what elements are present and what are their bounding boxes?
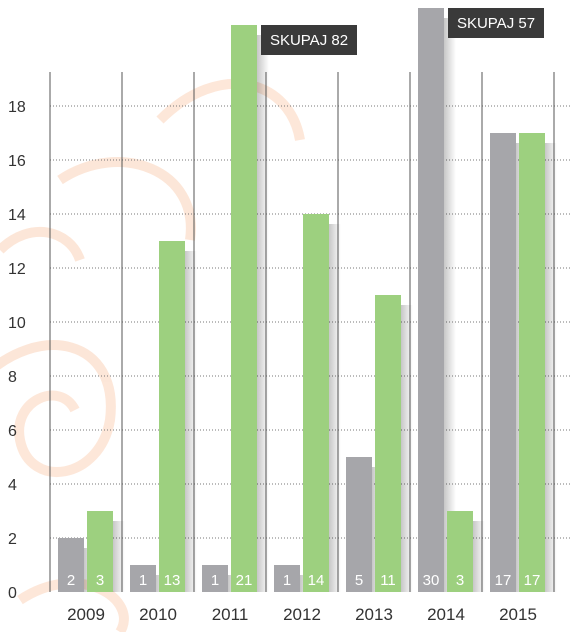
x-category-label: 2010 bbox=[139, 605, 177, 624]
x-category-label: 2015 bbox=[499, 605, 537, 624]
bar-2009-series-1 bbox=[58, 538, 84, 592]
bars bbox=[58, 8, 545, 592]
bar-value-label: 13 bbox=[164, 572, 181, 589]
y-tick-label: 14 bbox=[8, 207, 26, 224]
y-tick-label: 12 bbox=[8, 261, 26, 278]
bar-2011-series-1 bbox=[202, 565, 228, 592]
bar-shadow bbox=[473, 521, 485, 592]
y-tick-label: 8 bbox=[8, 369, 17, 386]
bar-shadow bbox=[545, 143, 557, 592]
bar-shadow bbox=[257, 35, 269, 592]
y-tick-label: 4 bbox=[8, 477, 17, 494]
x-category-label: 2014 bbox=[427, 605, 465, 624]
bar-2010-series-1 bbox=[130, 565, 156, 592]
bar-2013-series-2 bbox=[375, 295, 401, 592]
bar-value-label: 1 bbox=[139, 572, 147, 589]
background-watermark bbox=[0, 78, 305, 632]
bar-2013-series-1 bbox=[346, 457, 372, 592]
bar-value-label: 1 bbox=[211, 572, 219, 589]
total-annotations: SKUPAJ 82 SKUPAJ 57 bbox=[261, 8, 544, 55]
x-category-label: 2009 bbox=[67, 605, 105, 624]
total-box bbox=[448, 8, 544, 38]
bar-shadow bbox=[444, 18, 456, 592]
bar-2014-series-1 bbox=[418, 8, 444, 592]
bar-value-labels: 2 3 1 13 1 21 1 14 5 11 30 3 17 17 bbox=[67, 572, 541, 589]
bar-value-label: 5 bbox=[355, 572, 363, 589]
bar-value-label: 1 bbox=[283, 572, 291, 589]
bar-2010-series-2 bbox=[159, 241, 185, 592]
y-tick-label: 6 bbox=[8, 423, 17, 440]
bar-2009-series-2 bbox=[87, 511, 113, 592]
bar-shadow bbox=[329, 224, 341, 592]
x-category-label: 2011 bbox=[212, 605, 249, 624]
bar-value-label: 17 bbox=[495, 572, 512, 589]
bar-2014-series-2 bbox=[447, 511, 473, 592]
bar-2015-series-1 bbox=[490, 133, 516, 592]
y-tick-label: 18 bbox=[8, 99, 26, 116]
y-axis-ticks: 0 2 4 6 8 10 12 14 16 18 bbox=[8, 99, 26, 602]
bar-value-label: 2 bbox=[67, 572, 75, 589]
x-category-label: 2013 bbox=[355, 605, 393, 624]
y-tick-label: 0 bbox=[8, 585, 17, 602]
bar-value-label: 3 bbox=[96, 572, 104, 589]
x-category-label: 2012 bbox=[283, 605, 321, 624]
bar-shadow bbox=[401, 305, 413, 592]
y-tick-label: 2 bbox=[8, 531, 17, 548]
bar-value-label: 17 bbox=[524, 572, 541, 589]
bar-2012-series-2 bbox=[303, 214, 329, 592]
bar-2012-series-1 bbox=[274, 565, 300, 592]
bar-2015-series-2 bbox=[519, 133, 545, 592]
bar-value-label: 30 bbox=[423, 572, 440, 589]
bar-value-label: 3 bbox=[456, 572, 464, 589]
total-box bbox=[261, 25, 357, 55]
bar-shadow bbox=[185, 251, 197, 592]
bar-shadow bbox=[113, 521, 125, 592]
bar-value-label: 11 bbox=[380, 572, 396, 589]
y-tick-label: 10 bbox=[8, 315, 26, 332]
bar-value-label: 14 bbox=[308, 572, 325, 589]
total-annotation-label: SKUPAJ 57 bbox=[457, 15, 535, 32]
bar-2011-series-2 bbox=[231, 25, 257, 592]
total-annotation-label: SKUPAJ 82 bbox=[270, 32, 348, 49]
bar-value-label: 21 bbox=[236, 572, 253, 589]
y-tick-label: 16 bbox=[8, 153, 26, 170]
x-axis-categories: 2009 2010 2011 2012 2013 2014 2015 bbox=[67, 605, 537, 624]
